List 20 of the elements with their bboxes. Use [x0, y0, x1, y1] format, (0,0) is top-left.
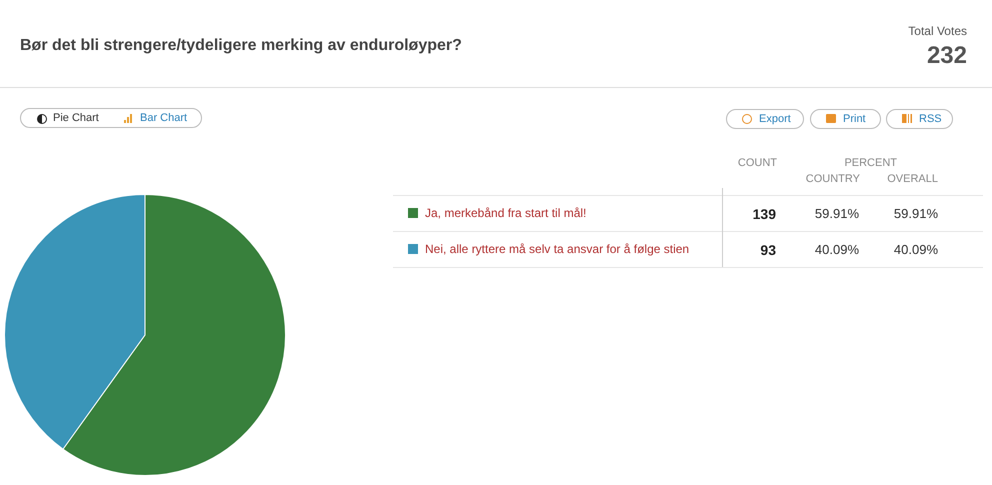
- data-label: 139: [752, 206, 776, 222]
- text: Export: [759, 113, 791, 125]
- legend-label: Nei, alle ryttere må selv ta ansvar for å følge stien: [425, 242, 690, 256]
- text: 232: [926, 42, 967, 70]
- text: Total Votes: [908, 24, 967, 38]
- text: OVERALL: [887, 173, 938, 185]
- data-label: 93: [760, 242, 776, 258]
- text: PERCENT: [844, 157, 897, 169]
- chart-title: Bør det bli strengere/tydeligere merking av enduroløyper?: [20, 37, 462, 55]
- text: 40.09%: [894, 242, 938, 257]
- text: 40.09%: [814, 242, 859, 257]
- text: Pie Chart: [53, 112, 99, 124]
- text: 59.91%: [814, 206, 859, 221]
- text: RSS: [919, 113, 942, 125]
- text: COUNT: [738, 157, 777, 169]
- text: 59.91%: [894, 206, 938, 221]
- text: Bar Chart: [140, 112, 188, 124]
- legend-label: Ja, merkebånd fra start til mål!: [425, 206, 586, 220]
- text: COUNTRY: [806, 173, 860, 185]
- text: Print: [843, 113, 866, 125]
